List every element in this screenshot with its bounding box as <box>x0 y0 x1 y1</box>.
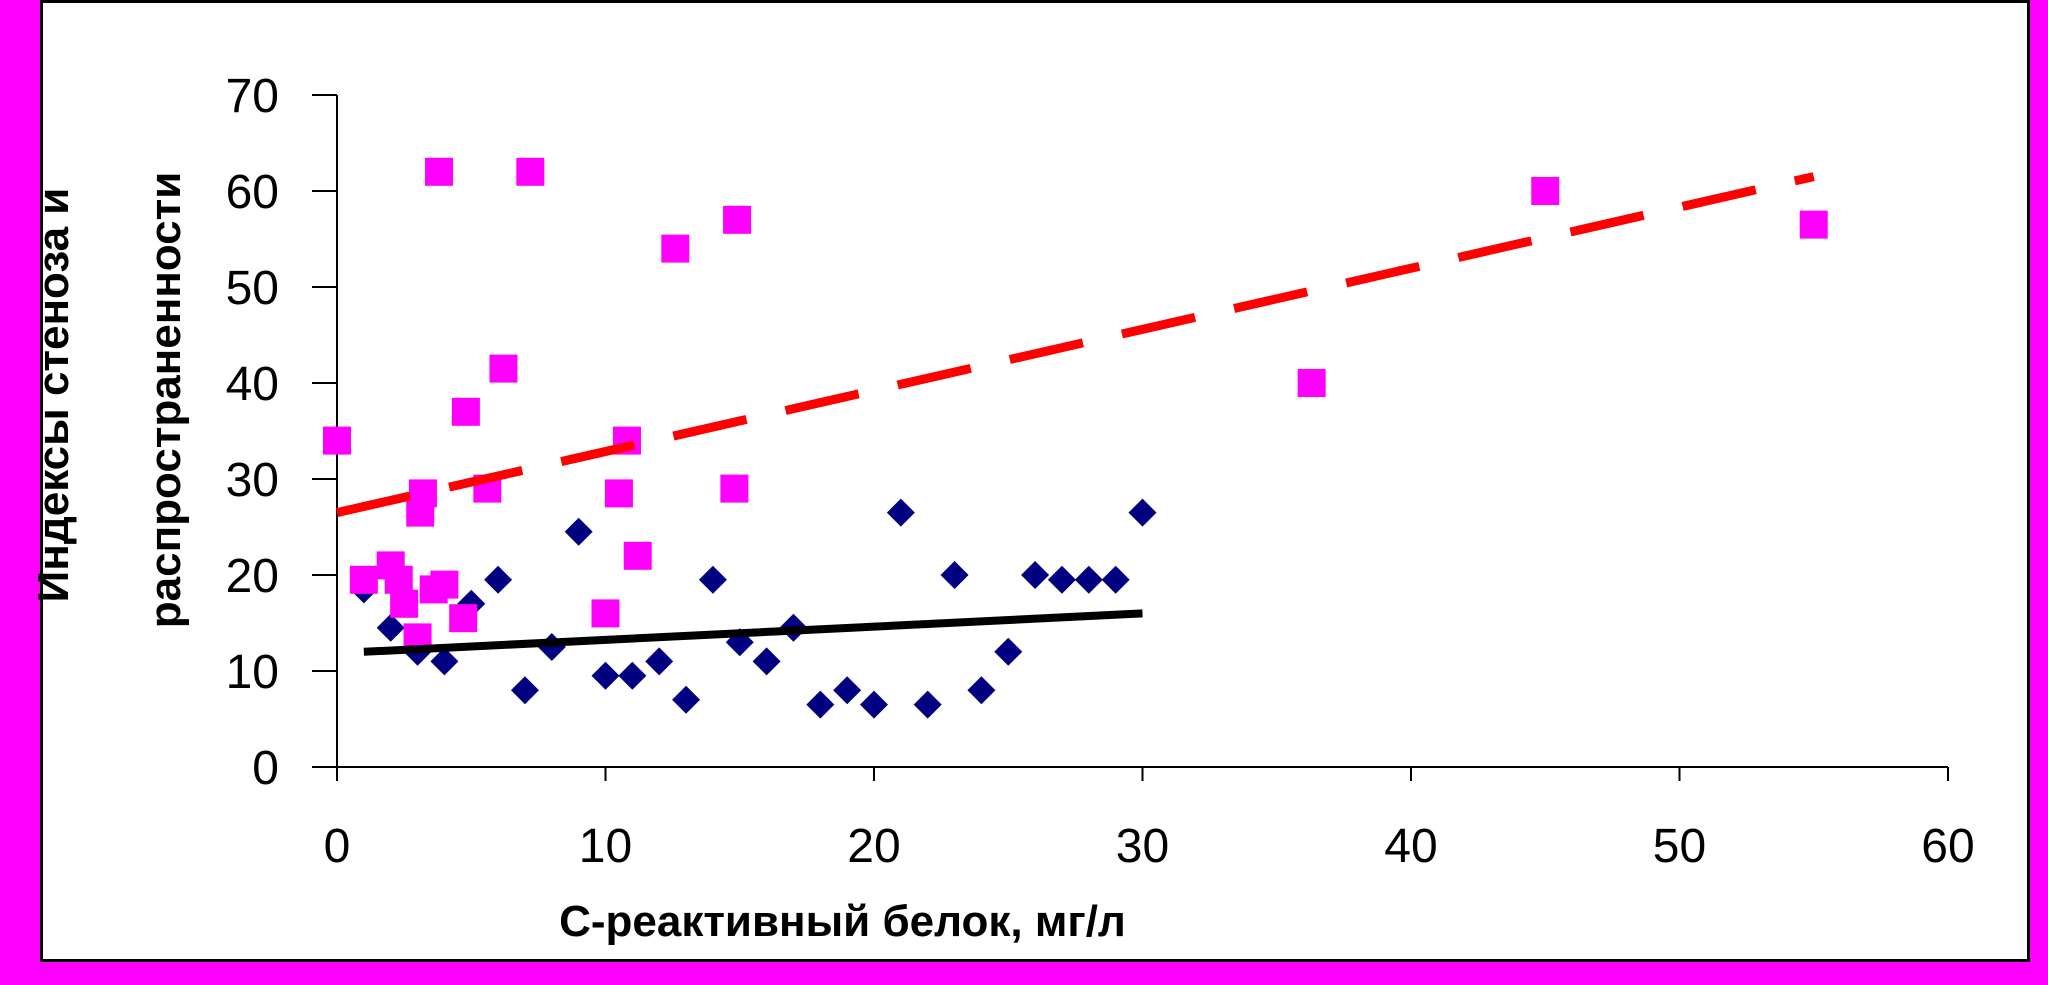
y-tick-label: 60 <box>226 166 279 219</box>
x-tick-label: 50 <box>1653 820 1706 873</box>
axes <box>336 95 1948 768</box>
diamond-point <box>1128 498 1157 527</box>
diamond-point <box>967 676 996 705</box>
y-axis-title-line2: распространенности <box>141 172 190 629</box>
diamond-point <box>806 690 835 719</box>
square-point <box>591 599 620 628</box>
diamond-point <box>1047 565 1076 594</box>
diamond-point <box>430 647 459 676</box>
diamond-point <box>376 613 405 642</box>
diamond-point <box>940 561 969 589</box>
chart-panel <box>40 0 2030 962</box>
square-point <box>1297 369 1326 397</box>
y-tick-label: 70 <box>226 70 279 123</box>
y-tick-label: 40 <box>226 358 279 411</box>
diamond-point <box>994 637 1023 666</box>
square-point <box>323 426 351 455</box>
square-point <box>449 604 478 633</box>
square-point <box>390 589 419 618</box>
square-point <box>384 565 413 594</box>
square-point <box>623 541 652 570</box>
dashed-trend-line <box>336 172 1815 517</box>
diamond-point <box>886 498 915 527</box>
diamond-point <box>591 661 620 690</box>
x-tick-label: 30 <box>1116 820 1169 873</box>
y-axis-title-line1: Индексы стеноза и <box>29 188 78 603</box>
x-tick-label: 20 <box>847 820 900 873</box>
diamond-point <box>698 565 727 594</box>
diamond-point <box>833 676 862 705</box>
y-tick-label: 50 <box>226 262 279 315</box>
y-tick-label: 20 <box>226 550 279 603</box>
tick-labels: 0 10 20 30 40 50 60 0 10 20 30 40 50 60 70 <box>226 70 1975 873</box>
x-tick-label: 60 <box>1921 820 1974 873</box>
square-point <box>1799 210 1828 239</box>
square-point <box>604 479 633 508</box>
x-tick-label: 0 <box>324 820 351 873</box>
diamond-point <box>1074 565 1103 594</box>
diamond-point <box>752 647 781 676</box>
square-point <box>1531 177 1560 205</box>
square-point <box>408 479 437 508</box>
square-point <box>723 205 752 234</box>
x-tick-label: 10 <box>579 820 632 873</box>
square-point <box>489 354 518 383</box>
data-points <box>323 157 1828 719</box>
y-tick-label: 0 <box>252 742 279 795</box>
x-axis-title: С-реактивный белок, мг/л <box>559 897 1126 946</box>
y-tick-label: 10 <box>226 646 279 699</box>
diamond-point <box>913 690 942 719</box>
diamond-point <box>484 565 513 594</box>
square-point <box>451 397 480 426</box>
trend-lines <box>336 172 1815 656</box>
diamond-point <box>564 517 593 546</box>
square-point <box>430 570 459 599</box>
square-point <box>516 157 545 186</box>
tick-marks <box>312 94 1949 781</box>
diamond-point <box>1101 565 1130 594</box>
diamond-point <box>645 647 674 676</box>
solid-trend-line <box>363 609 1143 656</box>
square-point <box>425 157 454 186</box>
diamond-point <box>1021 561 1050 589</box>
square-point <box>720 474 749 503</box>
diamond-point <box>618 661 647 690</box>
y-tick-label: 30 <box>226 454 279 507</box>
diamond-point <box>672 685 701 714</box>
diamond-point <box>860 690 888 719</box>
x-tick-label: 40 <box>1384 820 1437 873</box>
diamond-point <box>510 676 539 705</box>
square-point <box>349 565 378 594</box>
square-point <box>661 234 690 263</box>
